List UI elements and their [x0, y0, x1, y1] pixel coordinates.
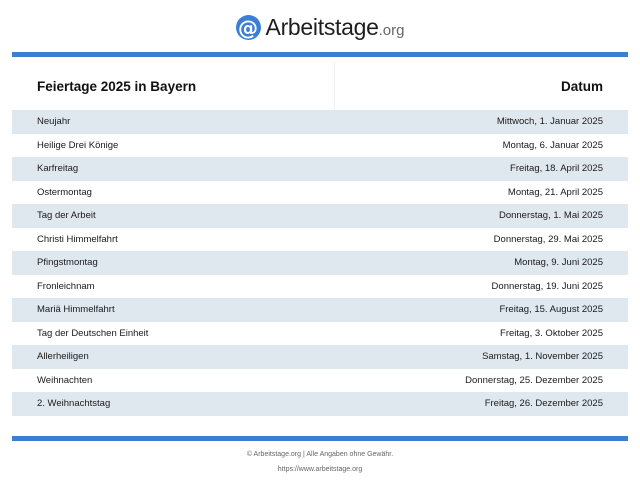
holiday-name: Heilige Drei Könige	[37, 139, 119, 151]
bottom-accent-bar	[12, 436, 628, 441]
holiday-name: Pfingstmontag	[37, 257, 98, 269]
top-accent-bar	[12, 52, 628, 57]
table-row: Mariä Himmelfahrt Freitag, 15. August 202…	[12, 298, 628, 322]
holiday-date: Freitag, 26. Dezember 2025	[484, 398, 603, 410]
holiday-name: Weihnachten	[37, 374, 93, 386]
holiday-date: Donnerstag, 19. Juni 2025	[491, 280, 603, 292]
holiday-name: Karfreitag	[37, 163, 79, 175]
table-header: Feiertage 2025 in Bayern Datum	[12, 62, 628, 110]
table-row: Karfreitag Freitag, 18. April 2025	[12, 157, 628, 181]
holiday-table: Feiertage 2025 in Bayern Datum Neujahr Mi…	[12, 62, 628, 416]
table-row: Pfingstmontag Montag, 9. Juni 2025	[12, 251, 628, 275]
holiday-name: Christi Himmelfahrt	[37, 233, 118, 245]
holiday-name: Tag der Arbeit	[37, 210, 96, 222]
table-row: Heilige Drei Könige Montag, 6. Januar 202…	[12, 134, 628, 158]
holiday-date: Montag, 21. April 2025	[507, 186, 603, 198]
header-divider	[334, 62, 335, 110]
footer-copyright: © Arbeitstage.org | Alle Angaben ohne Ge…	[246, 451, 394, 458]
holiday-name: 2. Weihnachtstag	[37, 398, 111, 410]
at-sign-icon: @	[235, 15, 261, 40]
site-logo[interactable]: @ Arbeitstage .org	[0, 14, 640, 41]
holiday-date: Donnerstag, 1. Mai 2025	[498, 210, 603, 222]
holiday-date: Mittwoch, 1. Januar 2025	[496, 116, 603, 128]
holiday-date: Montag, 6. Januar 2025	[502, 139, 603, 151]
table-body: Neujahr Mittwoch, 1. Januar 2025 Heilige …	[12, 110, 628, 416]
table-row: Allerheiligen Samstag, 1. November 2025	[12, 345, 628, 369]
table-row: Ostermontag Montag, 21. April 2025	[12, 181, 628, 205]
table-row: Christi Himmelfahrt Donnerstag, 29. Mai 2…	[12, 228, 628, 252]
holiday-name: Neujahr	[37, 116, 71, 128]
logo-tld: .org	[378, 22, 405, 39]
holiday-name: Tag der Deutschen Einheit	[37, 327, 149, 339]
holiday-name: Mariä Himmelfahrt	[37, 304, 115, 316]
holiday-name: Ostermontag	[37, 186, 92, 198]
holiday-name: Fronleichnam	[37, 280, 95, 292]
table-title: Feiertage 2025 in Bayern	[37, 78, 197, 94]
logo-name: Arbeitstage	[265, 14, 379, 40]
holiday-date: Freitag, 18. April 2025	[510, 163, 603, 175]
table-row: Fronleichnam Donnerstag, 19. Juni 2025	[12, 275, 628, 299]
table-row: Neujahr Mittwoch, 1. Januar 2025	[12, 110, 628, 134]
holiday-date: Freitag, 15. August 2025	[499, 304, 603, 316]
holiday-date: Freitag, 3. Oktober 2025	[500, 327, 603, 339]
holiday-date: Donnerstag, 25. Dezember 2025	[465, 374, 603, 386]
holiday-date: Samstag, 1. November 2025	[482, 351, 603, 363]
holiday-date: Donnerstag, 29. Mai 2025	[493, 233, 603, 245]
table-row: Tag der Deutschen Einheit Freitag, 3. Okt…	[12, 322, 628, 346]
footer-url-link[interactable]: https://www.arbeitstage.org	[277, 466, 363, 473]
date-column-header: Datum	[560, 78, 603, 94]
table-row: Tag der Arbeit Donnerstag, 1. Mai 2025	[12, 204, 628, 228]
table-row: Weihnachten Donnerstag, 25. Dezember 2025	[12, 369, 628, 393]
holiday-name: Allerheiligen	[37, 351, 89, 363]
holiday-date: Montag, 9. Juni 2025	[514, 257, 603, 269]
table-row: 2. Weihnachtstag Freitag, 26. Dezember 20…	[12, 392, 628, 416]
